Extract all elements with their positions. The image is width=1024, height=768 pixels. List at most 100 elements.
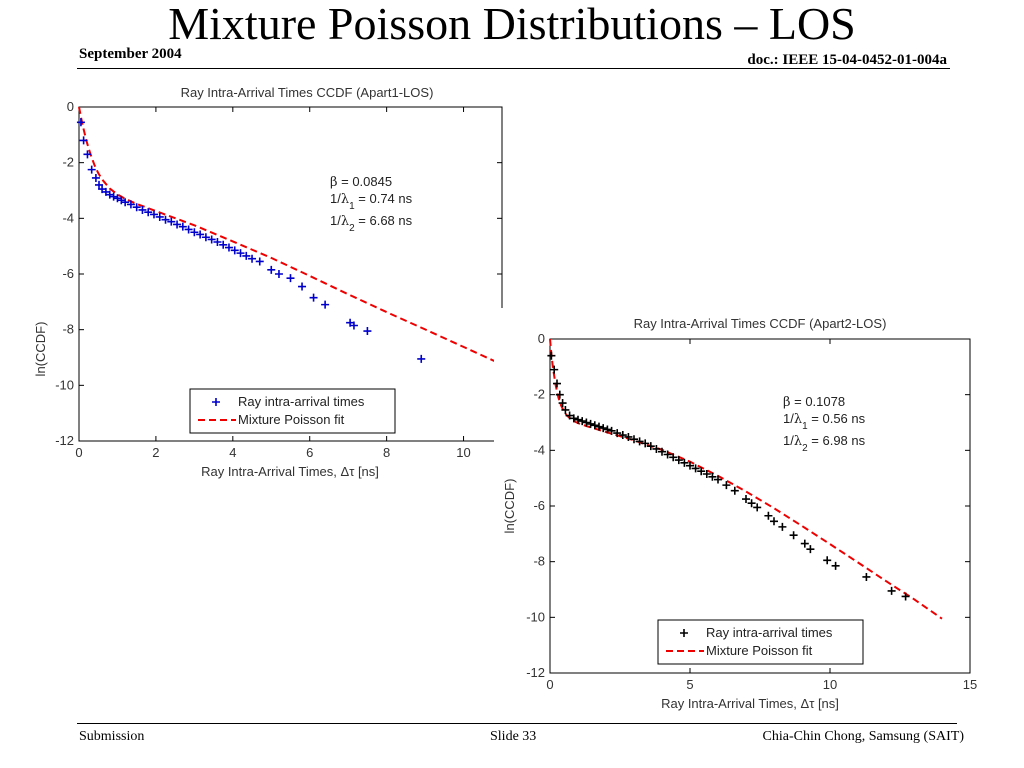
data-point-marker [831, 561, 840, 570]
y-tick-label: -10 [526, 609, 545, 624]
data-point-marker [558, 399, 567, 408]
axes-box [549, 338, 971, 674]
y-tick-label: -12 [526, 665, 545, 680]
legend-box [189, 388, 396, 434]
data-point-marker [144, 208, 153, 217]
data-point-marker [155, 212, 164, 221]
data-point-marker [652, 444, 661, 453]
y-tick-label: 0 [67, 99, 74, 114]
data-point-marker [274, 270, 283, 278]
data-point-marker [87, 165, 96, 174]
data-point-marker [201, 233, 210, 242]
data-point-marker [862, 572, 871, 581]
data-point-marker [213, 237, 222, 246]
data-point-marker [806, 545, 815, 554]
data-point-marker [753, 503, 762, 512]
fit-parameter-annotation: β = 0.0845 [330, 174, 392, 190]
x-tick-label: 2 [152, 445, 159, 460]
data-point-marker [674, 456, 683, 465]
data-point-marker [286, 274, 295, 283]
legend-box [657, 619, 864, 665]
legend-label-data: Ray intra-arrival times [238, 394, 365, 409]
data-point-marker [789, 531, 798, 540]
data-point-marker [219, 240, 228, 249]
data-point-marker [190, 228, 199, 237]
fit-parameter-annotation: 1/λ2 = 6.98 ns [783, 433, 866, 454]
y-tick-label: -8 [62, 322, 74, 337]
legend-marker-symbol [212, 398, 220, 406]
data-point-marker [349, 321, 358, 330]
data-point-marker [149, 210, 158, 219]
data-point-marker [702, 469, 711, 478]
data-point-marker [595, 422, 603, 431]
y-tick-label: -10 [55, 377, 74, 392]
data-point-marker [680, 458, 689, 467]
data-point-marker [565, 411, 574, 420]
data-point-marker [603, 425, 612, 434]
x-tick-label: 10 [823, 677, 837, 692]
legend-label-fit: Mixture Poisson fit [706, 643, 813, 658]
data-point-marker [569, 414, 578, 423]
data-point-marker [901, 592, 910, 601]
data-point-marker [224, 243, 233, 252]
data-point-marker [298, 282, 307, 291]
data-point-marker [630, 435, 638, 444]
fit-parameter-annotation: 1/λ2 = 6.68 ns [330, 213, 413, 234]
x-tick-label: 0 [75, 445, 82, 460]
data-point-marker [207, 235, 216, 244]
data-point-marker [742, 495, 750, 504]
chart-title: Ray Intra-Arrival Times CCDF (Apart2-LOS… [634, 316, 887, 331]
data-point-marker [547, 351, 556, 360]
x-tick-label: 15 [963, 677, 977, 692]
data-point-marker [132, 203, 141, 212]
data-point-marker [686, 461, 694, 470]
data-point-marker [550, 365, 559, 374]
data-point-marker [669, 453, 678, 462]
data-point-marker [309, 293, 318, 302]
data-point-marker [79, 136, 88, 145]
data-point-marker [321, 300, 330, 309]
data-point-marker [76, 118, 85, 127]
data-point-marker [618, 431, 627, 440]
legend-label-fit: Mixture Poisson fit [238, 412, 345, 427]
data-point-marker [417, 354, 426, 363]
x-tick-label: 6 [306, 445, 313, 460]
data-point-marker [607, 426, 616, 435]
x-tick-label: 5 [686, 677, 693, 692]
data-point-marker [574, 415, 582, 424]
data-point-marker [722, 481, 731, 490]
data-point-marker [624, 432, 633, 441]
data-point-marker [599, 424, 608, 433]
data-point-marker [230, 246, 239, 255]
fit-parameter-annotation: β = 0.1078 [783, 394, 845, 410]
footer-author: Chia-Chin Chong, Samsung (SAIT) [762, 729, 964, 744]
y-axis-label: ln(CCDF) [33, 322, 48, 377]
data-point-marker [161, 215, 170, 224]
x-axis-label: Ray Intra-Arrival Times, Δτ [ns] [201, 464, 379, 479]
y-tick-label: -2 [533, 387, 545, 402]
data-point-marker [555, 390, 564, 399]
x-tick-label: 4 [229, 445, 236, 460]
header-date: September 2004 [79, 46, 182, 62]
fit-parameter-annotation: 1/λ1 = 0.56 ns [783, 411, 866, 432]
x-tick-label: 10 [456, 445, 470, 460]
data-point-marker [770, 517, 778, 526]
slide-title: Mixture Poisson Distributions – LOS [168, 0, 856, 49]
y-tick-label: -2 [62, 155, 74, 170]
data-point-marker [590, 421, 599, 430]
y-tick-label: -12 [55, 433, 74, 448]
data-point-marker [641, 439, 650, 448]
data-point-marker [126, 200, 135, 209]
data-point-marker [778, 522, 787, 531]
data-point-marker [94, 180, 103, 189]
y-tick-label: -4 [62, 210, 74, 225]
data-point-marker [91, 173, 100, 182]
data-point-marker [167, 217, 176, 226]
data-point-marker [697, 467, 706, 476]
data-point-marker [708, 472, 717, 481]
data-point-marker [121, 198, 130, 207]
footer-divider [77, 723, 957, 724]
data-point-marker [561, 405, 570, 414]
data-point-marker [887, 586, 896, 595]
